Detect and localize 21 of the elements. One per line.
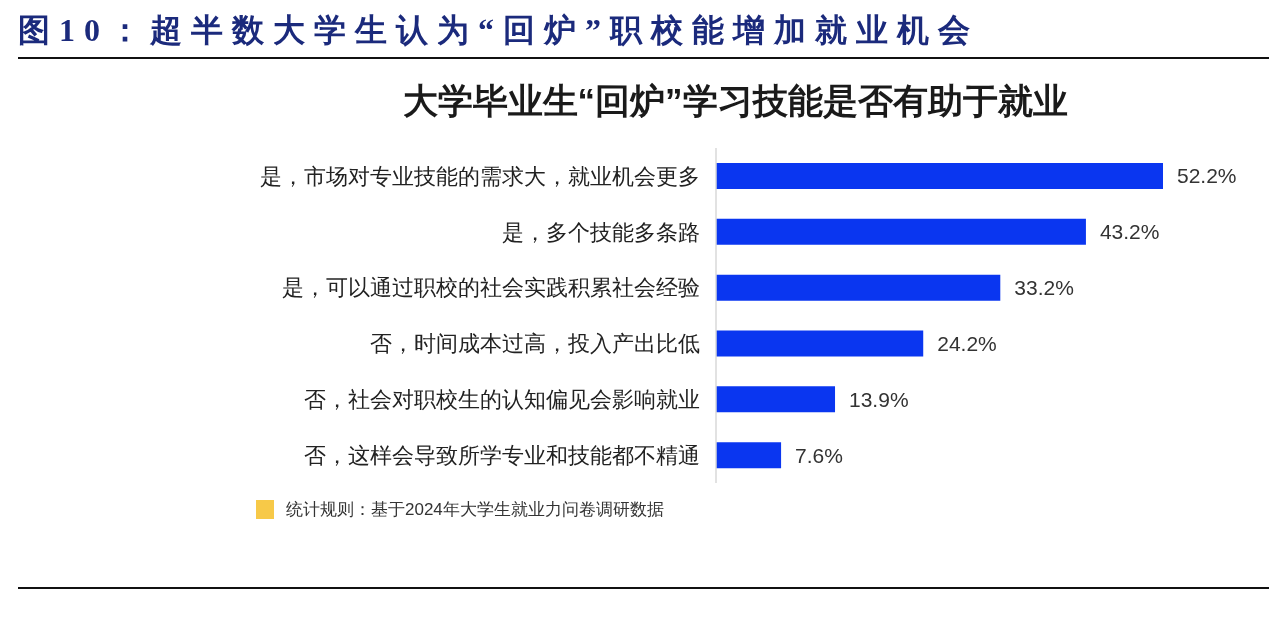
y-tick-label: 是，可以通过职校的社会实践积累社会经验 <box>282 275 700 301</box>
chart-subtitle: 大学毕业生“回炉”学习技能是否有助于就业 <box>401 80 1069 122</box>
chart-title: 图10：超半数大学生认为“回炉”职校能增加就业机会 <box>18 11 979 50</box>
y-tick-label: 是，市场对专业技能的需求大，就业机会更多 <box>260 163 700 189</box>
data-label: 33.2% <box>1014 276 1074 300</box>
data-label: 13.9% <box>849 387 909 411</box>
data-label: 24.2% <box>937 331 997 355</box>
data-label: 52.2% <box>1177 164 1237 188</box>
y-tick-label: 否，社会对职校生的认知偏见会影响就业 <box>304 387 700 413</box>
bar <box>716 330 924 357</box>
text: 统计规则：基于2024年大学生就业力问卷调研数据 <box>286 499 664 521</box>
bar <box>716 218 1086 245</box>
data-label: 7.6% <box>795 443 843 467</box>
y-tick-label: 否，时间成本过高，投入产出比低 <box>370 331 700 357</box>
data-label: 43.2% <box>1099 220 1160 244</box>
bar <box>716 386 836 413</box>
bar <box>716 163 1163 189</box>
bar <box>716 442 782 469</box>
bar <box>716 274 1001 301</box>
y-tick-label: 否，这样会导致所学专业和技能都不精通 <box>304 442 700 468</box>
y-tick-label: 是，多个技能多条路 <box>502 219 700 245</box>
